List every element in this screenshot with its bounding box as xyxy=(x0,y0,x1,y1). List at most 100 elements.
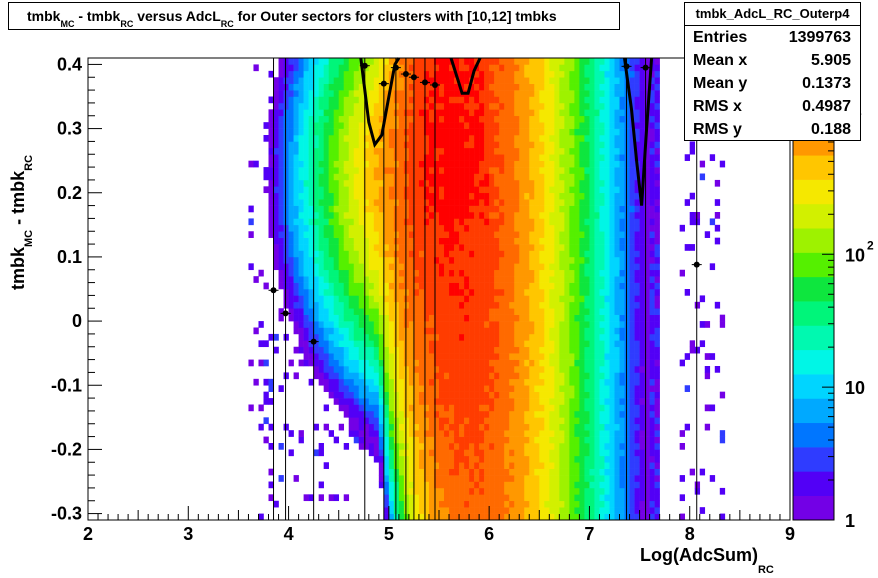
heatmap-cell xyxy=(574,160,580,168)
heatmap-cell xyxy=(549,410,555,418)
heatmap-cell xyxy=(363,83,370,91)
heatmap-cell xyxy=(273,179,279,187)
heatmap-cell xyxy=(338,186,345,194)
heatmap-cell xyxy=(278,90,284,97)
heatmap-cell xyxy=(584,192,590,200)
heatmap-cell xyxy=(464,128,470,136)
heatmap-cell xyxy=(398,147,405,155)
heatmap-cell xyxy=(509,224,515,232)
heatmap-cell xyxy=(524,122,530,129)
heatmap-cell xyxy=(624,90,630,97)
heatmap-cell xyxy=(433,398,440,405)
heatmap-cell xyxy=(554,487,560,495)
heatmap-cell xyxy=(353,244,360,251)
heatmap-cell xyxy=(368,430,375,437)
heatmap-cell xyxy=(444,391,450,399)
heatmap-cell xyxy=(328,333,334,341)
heatmap-cell xyxy=(348,90,355,97)
heatmap-cell xyxy=(494,250,500,258)
heatmap-cell xyxy=(278,263,284,271)
heatmap-cell xyxy=(479,256,485,264)
heatmap-cell xyxy=(594,295,600,303)
heatmap-cell xyxy=(348,128,355,136)
heatmap-cell xyxy=(348,333,355,341)
heatmap-cell xyxy=(408,58,415,65)
heatmap-cell xyxy=(353,263,360,271)
heatmap-cell xyxy=(484,90,490,97)
heatmap-cell xyxy=(388,141,395,149)
heatmap-cell xyxy=(579,186,585,194)
heatmap-cell xyxy=(484,423,490,431)
heatmap-cell xyxy=(489,398,495,405)
heatmap-cell xyxy=(293,269,299,277)
heatmap-cell xyxy=(514,160,520,168)
heatmap-cell xyxy=(313,423,319,431)
heatmap-cell xyxy=(564,359,570,367)
heatmap-cell xyxy=(318,218,324,226)
heatmap-cell xyxy=(318,128,324,136)
heatmap-cell xyxy=(323,462,329,469)
heatmap-cell xyxy=(459,455,465,463)
heatmap-cell xyxy=(639,481,645,489)
heatmap-cell xyxy=(318,282,324,290)
heatmap-cell xyxy=(318,199,324,206)
heatmap-cell xyxy=(519,423,525,431)
heatmap-cell xyxy=(519,147,525,155)
heatmap-cell xyxy=(544,276,550,283)
heatmap-cell xyxy=(484,250,490,258)
heatmap-cell xyxy=(413,90,420,97)
heatmap-cell xyxy=(569,333,575,341)
heatmap-cell xyxy=(629,417,635,425)
heatmap-cell xyxy=(398,507,405,514)
heatmap-cell xyxy=(604,423,610,431)
heatmap-cell xyxy=(268,122,274,129)
heatmap-cell xyxy=(549,346,555,354)
heatmap-cell xyxy=(348,160,355,168)
heatmap-cell xyxy=(428,327,435,335)
heatmap-cell xyxy=(584,160,590,168)
heatmap-cell xyxy=(534,423,540,431)
heatmap-cell xyxy=(268,167,274,174)
heatmap-cell xyxy=(559,372,565,380)
heatmap-cell xyxy=(439,385,445,392)
heatmap-cell xyxy=(624,378,630,386)
heatmap-cell xyxy=(474,417,480,425)
heatmap-cell xyxy=(288,295,294,303)
heatmap-cell xyxy=(313,135,319,142)
heatmap-cell xyxy=(594,417,600,425)
heatmap-cell xyxy=(494,417,500,425)
heatmap-cell xyxy=(383,173,390,181)
heatmap-cell xyxy=(549,192,555,200)
heatmap-cell xyxy=(519,353,525,360)
heatmap-cell xyxy=(604,135,610,142)
heatmap-cell xyxy=(614,90,620,97)
heatmap-cell xyxy=(353,70,360,78)
heatmap-cell xyxy=(433,321,440,328)
heatmap-cell xyxy=(423,372,430,380)
heatmap-cell xyxy=(373,404,380,412)
heatmap-cell xyxy=(278,167,284,174)
heatmap-cell xyxy=(599,443,605,450)
heatmap-cell xyxy=(594,218,600,226)
heatmap-cell xyxy=(293,244,299,251)
heatmap-cell xyxy=(338,289,345,296)
heatmap-cell xyxy=(333,109,340,117)
heatmap-cell xyxy=(418,244,425,251)
heatmap-cell xyxy=(464,340,470,348)
heatmap-cell xyxy=(293,475,299,482)
heatmap-cell xyxy=(639,90,645,97)
heatmap-cell xyxy=(624,340,630,348)
heatmap-cell xyxy=(433,500,440,508)
heatmap-cell xyxy=(328,224,334,232)
heatmap-cell xyxy=(569,173,575,181)
heatmap-cell xyxy=(524,443,530,450)
heatmap-cell xyxy=(629,359,635,367)
heatmap-cell xyxy=(444,372,450,380)
heatmap-cell xyxy=(293,90,299,97)
heatmap-cell xyxy=(609,77,615,84)
heatmap-cell xyxy=(599,147,605,155)
heatmap-cell xyxy=(599,199,605,206)
heatmap-cell xyxy=(484,96,490,104)
heatmap-cell xyxy=(559,487,565,495)
heatmap-cell xyxy=(423,449,430,457)
